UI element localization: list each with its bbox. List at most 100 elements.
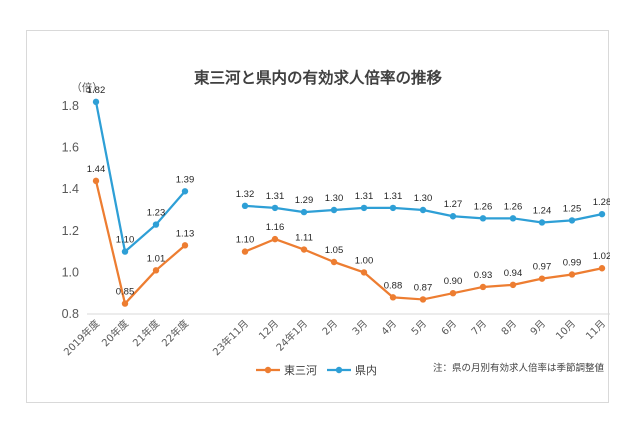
- x-tick-label: 20年度: [99, 317, 131, 349]
- data-point: [121, 300, 129, 307]
- data-point: [241, 202, 249, 210]
- data-point: [509, 281, 517, 289]
- data-point: [538, 275, 546, 282]
- data-label: 1.30: [325, 193, 344, 204]
- data-point: [479, 283, 487, 291]
- y-unit-label: （倍）: [71, 81, 103, 94]
- data-label: 0.90: [444, 276, 463, 287]
- data-label: 0.99: [563, 257, 582, 268]
- data-label: 1.25: [563, 203, 582, 214]
- data-point: [271, 204, 279, 212]
- x-tick-label: 11月: [584, 318, 609, 343]
- x-tick-label: 6月: [439, 318, 459, 338]
- series-line-higashimikawa: [94, 180, 186, 305]
- x-tick-label: 7月: [469, 318, 489, 338]
- data-label: 1.02: [593, 251, 610, 262]
- data-label: 0.97: [533, 262, 552, 273]
- data-label: 1.26: [474, 201, 493, 212]
- data-point: [598, 210, 606, 218]
- y-tick-label: 1.6: [62, 141, 79, 155]
- chart: 東三河と県内の有効求人倍率の推移 （倍） 0.81.01.21.41.61.8 …: [61, 68, 610, 377]
- data-label: 1.13: [176, 228, 195, 239]
- data-label: 1.05: [325, 245, 344, 256]
- data-point: [300, 208, 308, 216]
- data-point: [181, 188, 189, 195]
- data-label: 1.39: [176, 174, 195, 185]
- data-label: 1.28: [593, 197, 610, 208]
- x-tick-label: 9月: [528, 318, 548, 338]
- data-point: [419, 206, 427, 214]
- data-point: [360, 204, 368, 212]
- x-tick-label: 12月: [257, 318, 282, 343]
- x-tick-label: 10月: [554, 318, 579, 343]
- footnote: 注：県の月別有効求人倍率は季節調整値: [433, 362, 605, 374]
- chart-title: 東三河と県内の有効求人倍率の推移: [194, 68, 443, 87]
- data-label: 1.10: [236, 235, 255, 246]
- data-label: 1.24: [533, 205, 552, 216]
- data-label: 1.10: [116, 235, 135, 246]
- x-tick-label: 24年1月: [273, 317, 310, 354]
- data-point: [598, 265, 606, 272]
- x-tick-label: 23年11月: [210, 317, 251, 358]
- data-point: [152, 221, 160, 228]
- data-label: 1.44: [87, 164, 106, 175]
- data-label: 1.00: [355, 255, 374, 266]
- data-label: 1.32: [236, 189, 255, 200]
- legend: 東三河 県内: [256, 363, 377, 377]
- data-point: [509, 215, 517, 222]
- legend-marker: [264, 366, 272, 374]
- x-tick-label: 2019年度: [61, 317, 102, 358]
- data-label: 1.82: [87, 85, 106, 96]
- y-tick-label: 1.2: [62, 224, 79, 238]
- data-label: 0.94: [504, 268, 523, 279]
- data-label: 1.31: [266, 191, 285, 202]
- data-point: [419, 296, 427, 303]
- data-point: [568, 271, 576, 278]
- y-tick-label: 1.0: [62, 265, 79, 279]
- series-lines: [94, 101, 603, 305]
- data-label: 1.29: [295, 195, 314, 206]
- data-point: [271, 235, 279, 243]
- y-tick-label: 0.8: [62, 307, 79, 321]
- series-points: [92, 98, 606, 307]
- data-label: 1.16: [266, 222, 285, 233]
- x-tick-label: 8月: [499, 318, 519, 338]
- y-tick-label: 1.8: [62, 99, 79, 113]
- data-point: [479, 215, 487, 222]
- data-point: [389, 204, 397, 212]
- data-label: 0.88: [384, 280, 403, 291]
- y-tick-label: 1.4: [62, 182, 79, 196]
- data-point: [568, 217, 576, 224]
- data-point: [538, 219, 546, 226]
- legend-label: 東三河: [284, 364, 317, 377]
- x-tick-label: 3月: [350, 318, 370, 338]
- data-point: [389, 294, 397, 301]
- chart-frame: 東三河と県内の有効求人倍率の推移 （倍） 0.8 1.0 1.2 1.4 1.6 1.8 …: [26, 30, 610, 403]
- x-tick-label: 21年度: [130, 317, 162, 349]
- data-point: [360, 269, 368, 276]
- data-label: 0.87: [414, 282, 433, 293]
- data-point: [92, 98, 100, 106]
- legend-marker: [335, 366, 343, 374]
- data-label: 1.31: [384, 191, 403, 202]
- data-point: [181, 242, 189, 249]
- data-point: [121, 248, 129, 255]
- data-label: 0.93: [474, 270, 493, 281]
- data-label: 0.85: [116, 287, 135, 298]
- data-point: [300, 246, 308, 253]
- x-tick-label: 4月: [379, 318, 399, 338]
- series-line-kennai: [94, 101, 186, 253]
- data-labels: 1.44 0.85 1.01 1.13 1.82 1.10 1.23 1.39 1.10 1.16…: [87, 85, 610, 298]
- data-label: 1.01: [147, 253, 166, 264]
- data-point: [330, 258, 338, 266]
- data-point: [152, 267, 160, 274]
- data-label: 1.23: [147, 208, 166, 219]
- y-axis: 0.8 1.0 1.2 1.4 1.6 1.8: [62, 99, 79, 321]
- data-label: 1.30: [414, 193, 433, 204]
- data-point: [241, 248, 249, 255]
- data-label: 1.26: [504, 201, 523, 212]
- data-point: [330, 206, 338, 214]
- data-point: [92, 177, 100, 185]
- legend-label: 県内: [355, 363, 377, 377]
